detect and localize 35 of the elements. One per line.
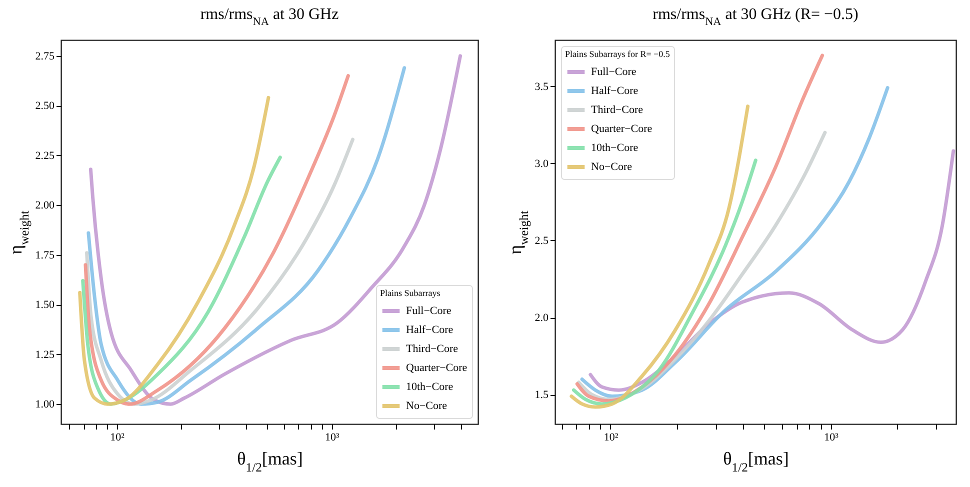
legend-label: Quarter−Core	[591, 123, 652, 135]
y-tick-label: 2.75	[35, 50, 55, 62]
legend-label: Full−Core	[591, 66, 636, 78]
y-tick-label: 2.5	[534, 234, 549, 247]
legend-label: No−Core	[591, 161, 632, 173]
legend-label: Third−Core	[406, 343, 458, 355]
x-axis-title: θ$_{1/2}$[mas]	[237, 448, 303, 474]
x-tick-label: 10²	[604, 432, 619, 444]
legend-label: 10th−Core	[591, 142, 638, 154]
y-tick-label: 1.25	[35, 348, 55, 361]
legend-label: 10th−Core	[406, 381, 454, 393]
x-tick-label: 10³	[824, 432, 840, 444]
legend-label: Half−Core	[591, 85, 638, 97]
y-tick-label: 2.25	[35, 150, 55, 162]
chart-title: rms/rms$_{NA}$ at 30 GHz (R= −0.5)	[652, 6, 858, 28]
legend-title: Plains Subarrays for R= −0.5	[565, 49, 670, 59]
legend-title: Plains Subarrays	[380, 288, 441, 298]
x-tick-label: 10²	[110, 432, 126, 444]
chart-title: rms/rms$_{NA}$ at 30 GHz	[200, 6, 339, 28]
y-tick-label: 2.50	[35, 100, 55, 112]
y-tick-label: 2.0	[534, 312, 549, 324]
y-tick-label: 1.00	[35, 398, 55, 411]
legend-label: Quarter−Core	[406, 362, 468, 374]
y-tick-label: 1.50	[35, 299, 55, 312]
y-tick-label: 1.5	[534, 389, 549, 402]
y-tick-label: 3.5	[534, 80, 549, 93]
legend-label: No−Core	[406, 400, 448, 412]
x-tick-label: 10³	[324, 432, 340, 444]
legend-label: Full−Core	[406, 305, 452, 317]
y-tick-label: 1.75	[35, 249, 55, 262]
y-tick-label: 2.00	[35, 200, 55, 212]
legend-label: Third−Core	[591, 104, 644, 116]
legend-label: Half−Core	[406, 324, 454, 336]
x-axis-title: θ$_{1/2}$[mas]	[723, 448, 789, 474]
y-tick-label: 3.0	[534, 158, 549, 170]
